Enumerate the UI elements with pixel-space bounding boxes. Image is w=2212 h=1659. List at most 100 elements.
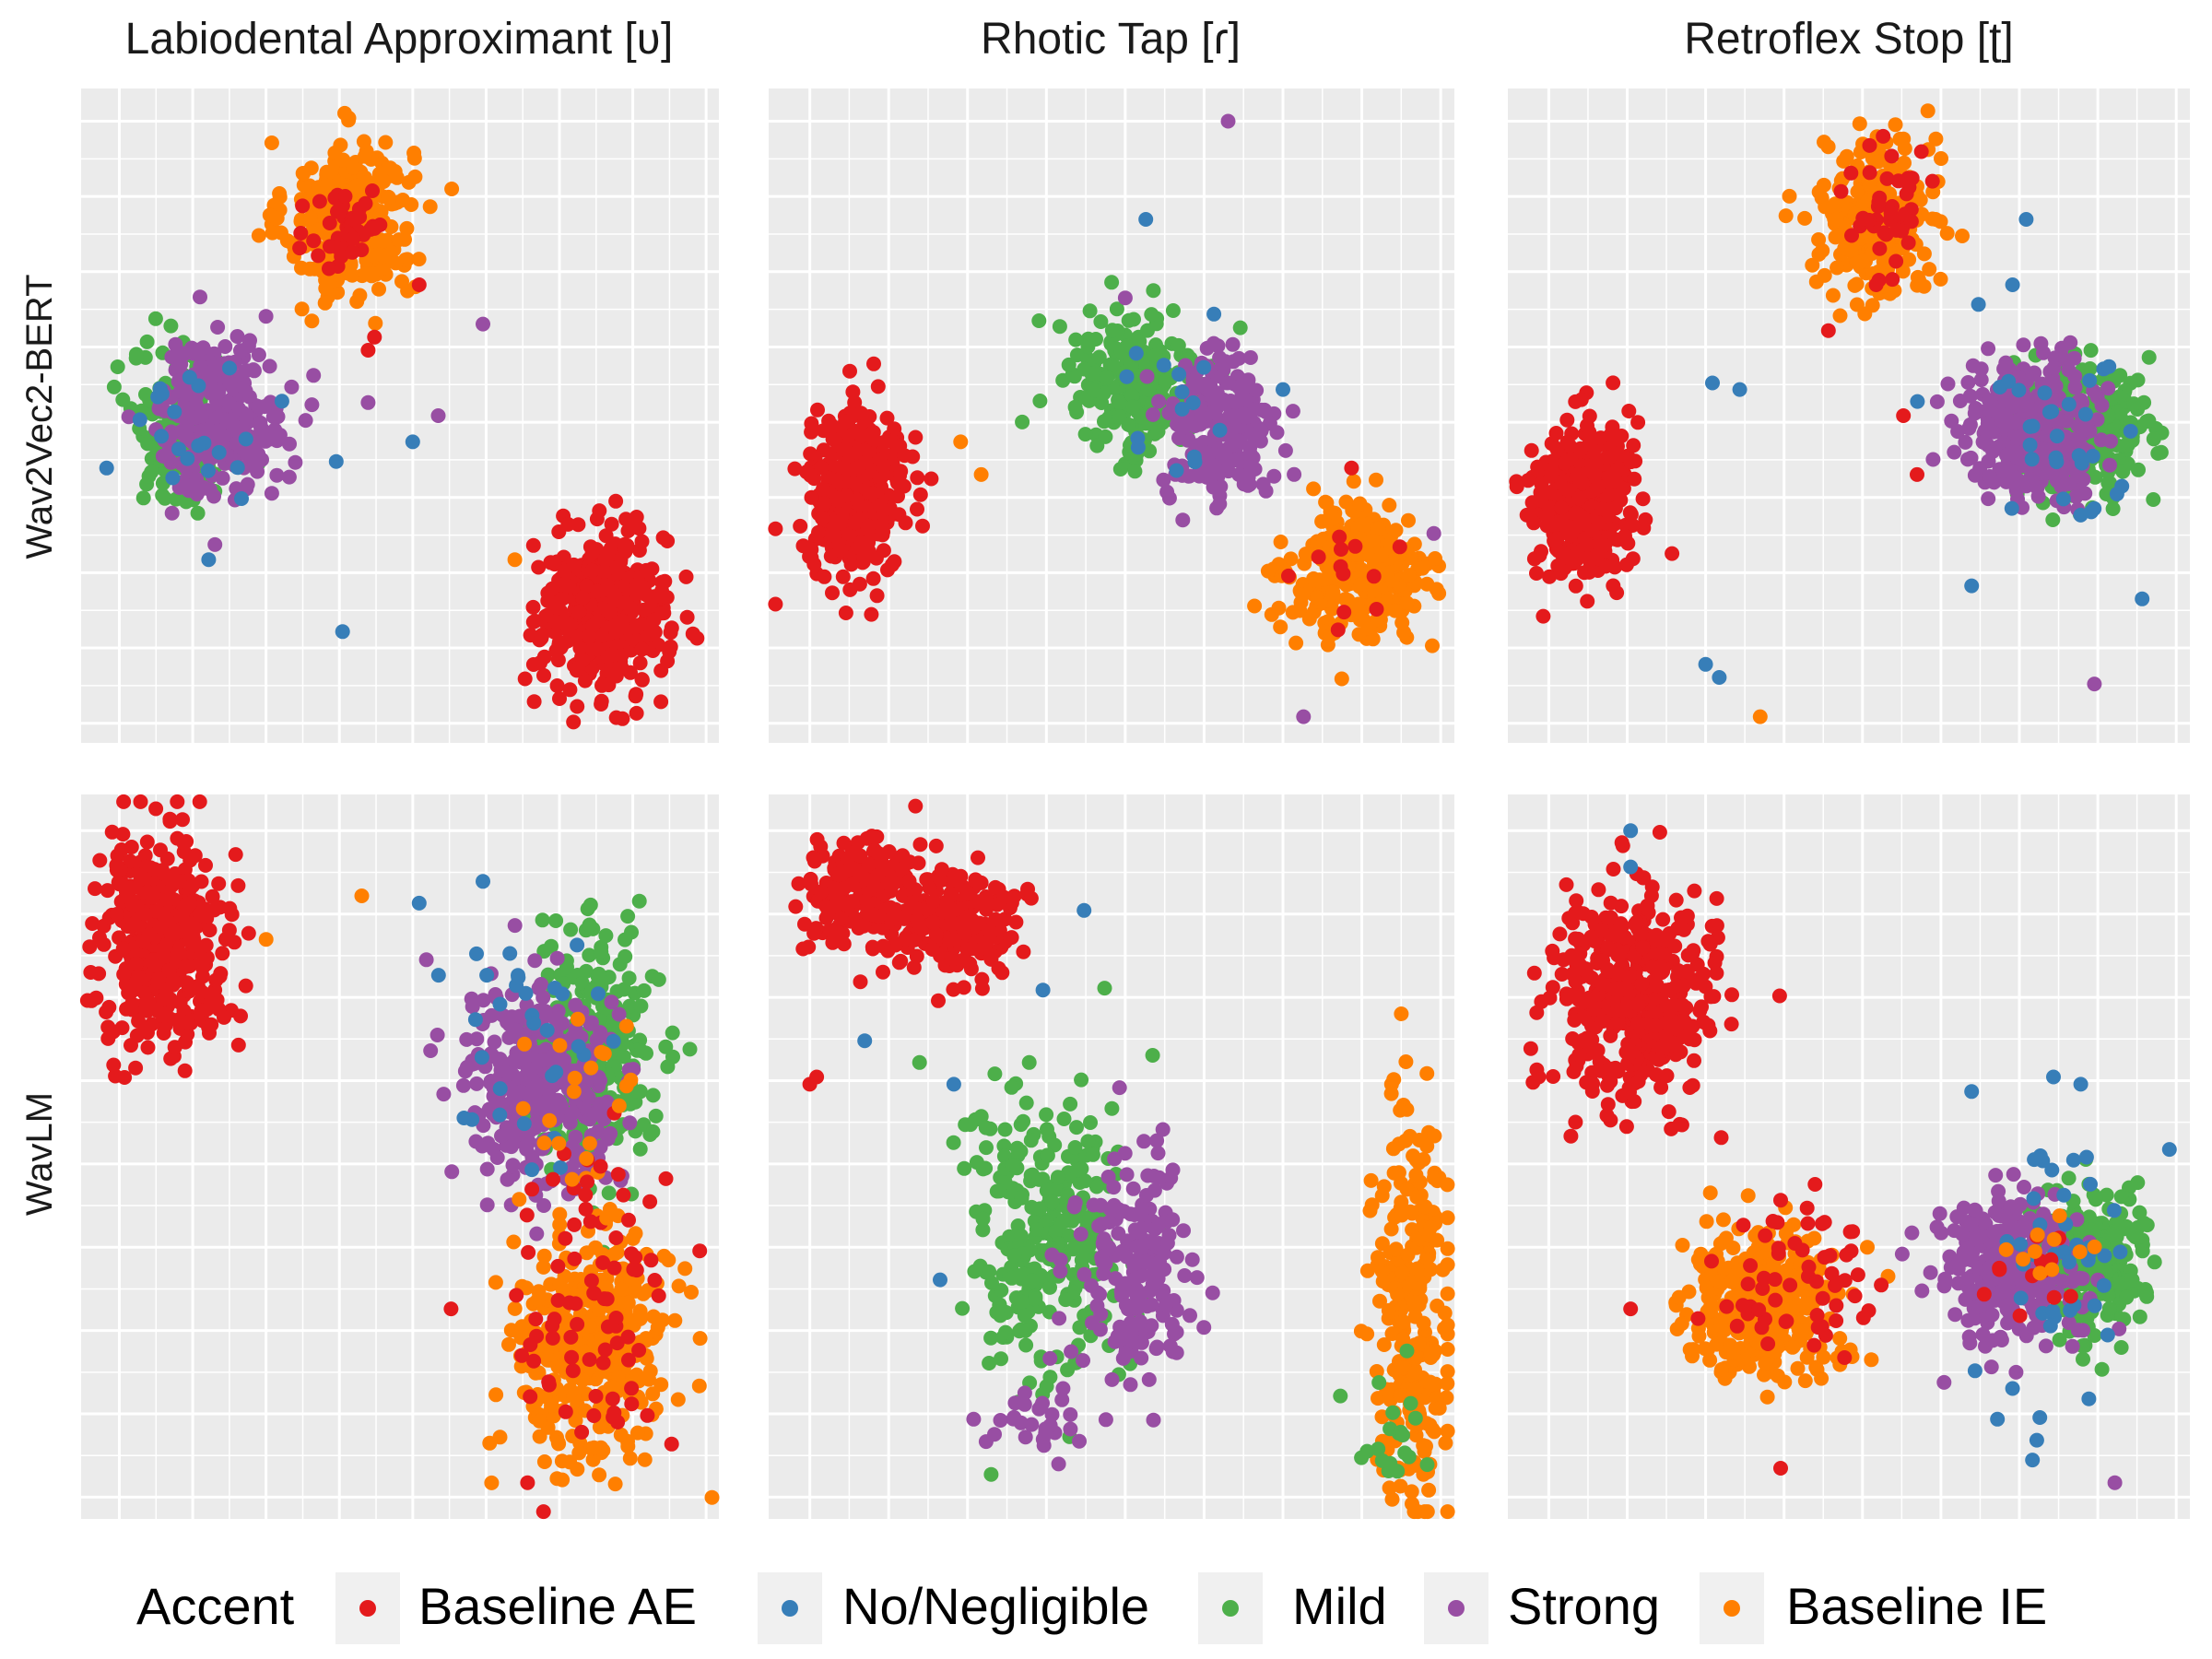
point-baseline-ae	[1563, 452, 1579, 467]
point-baseline-ie	[371, 281, 386, 297]
point-baseline-ae	[79, 993, 95, 1008]
point-no-negligible	[1212, 422, 1228, 438]
point-no-negligible	[545, 1068, 560, 1084]
point-no-negligible	[1705, 375, 1720, 391]
point-baseline-ae	[618, 542, 633, 558]
point-mild	[1171, 337, 1186, 353]
point-baseline-ae	[551, 635, 567, 650]
point-mild	[631, 893, 647, 909]
point-strong	[221, 395, 237, 411]
point-baseline-ae	[1855, 210, 1871, 226]
point-strong	[469, 1076, 485, 1091]
point-mild	[2082, 361, 2098, 376]
point-no-negligible	[99, 460, 114, 476]
point-mild	[1052, 319, 1067, 335]
point-baseline-ae	[1544, 462, 1559, 477]
point-baseline-ae	[869, 588, 885, 604]
point-strong	[423, 1043, 439, 1058]
point-strong	[1925, 452, 1941, 467]
point-baseline-ae	[105, 1024, 121, 1040]
point-mild	[1142, 443, 1158, 459]
point-baseline-ae	[1618, 557, 1634, 572]
point-mild	[1165, 303, 1181, 318]
point-strong	[1156, 472, 1171, 488]
point-mild	[1087, 382, 1102, 398]
point-baseline-ae	[211, 876, 227, 891]
point-no-negligible	[229, 460, 245, 476]
point-baseline-ie	[1901, 252, 1917, 267]
point-baseline-ae	[679, 609, 695, 625]
point-baseline-ae	[1888, 253, 1904, 269]
point-baseline-ae	[861, 535, 877, 550]
panel-wav2vec2-bert-retroflex-stop	[1508, 88, 2190, 743]
point-baseline-ae	[1884, 148, 1900, 164]
point-baseline-ae	[570, 699, 585, 714]
point-no-negligible	[1964, 578, 1980, 594]
point-strong	[593, 1073, 607, 1088]
point-baseline-ae	[322, 216, 337, 230]
point-strong	[151, 401, 167, 417]
point-baseline-ae	[1534, 544, 1548, 559]
point-baseline-ae	[171, 874, 187, 889]
point-baseline-ae	[115, 941, 131, 957]
point-no-negligible	[2037, 385, 2053, 401]
point-baseline-ie	[704, 1489, 720, 1505]
point-strong	[183, 344, 199, 359]
point-baseline-ae	[1591, 478, 1606, 494]
point-baseline-ae	[810, 402, 825, 418]
point-mild	[658, 1039, 674, 1054]
point-baseline-ae	[1609, 585, 1625, 601]
point-baseline-ie	[1805, 257, 1820, 273]
point-baseline-ae	[1520, 473, 1535, 488]
point-baseline-ae	[208, 972, 224, 988]
point-no-negligible	[132, 412, 147, 428]
point-no-negligible	[2041, 405, 2057, 420]
point-baseline-ae	[535, 627, 550, 642]
point-baseline-ae	[1872, 190, 1888, 206]
point-no-negligible	[238, 431, 253, 447]
point-no-negligible	[274, 394, 289, 409]
point-baseline-ae	[582, 629, 596, 644]
point-baseline-ae	[202, 923, 218, 938]
point-baseline-ae	[1903, 214, 1919, 229]
point-baseline-ie	[1247, 598, 1263, 614]
point-baseline-ae	[293, 226, 309, 241]
point-no-negligible	[1174, 384, 1190, 400]
point-baseline-ae	[590, 613, 606, 629]
point-baseline-ae	[1554, 500, 1569, 515]
point-no-negligible	[479, 968, 495, 983]
point-mild	[1061, 357, 1077, 372]
point-baseline-ae	[629, 510, 644, 524]
point-mild	[1109, 301, 1124, 317]
point-baseline-ae	[1580, 537, 1595, 553]
point-mild	[163, 318, 179, 334]
point-baseline-ae	[179, 897, 194, 912]
point-no-negligible	[2055, 491, 2071, 507]
point-baseline-ie	[1816, 177, 1831, 193]
point-baseline-ae	[861, 518, 877, 534]
point-baseline-ie	[1910, 277, 1925, 293]
point-baseline-ie	[318, 280, 334, 296]
point-mild	[2100, 408, 2116, 424]
point-no-negligible	[1712, 670, 1727, 685]
point-baseline-ae	[862, 427, 877, 442]
point-baseline-ae	[330, 204, 345, 219]
point-baseline-ie	[973, 466, 989, 482]
point-strong	[2046, 360, 2062, 376]
point-no-negligible	[591, 986, 606, 1002]
point-baseline-ie	[378, 135, 394, 150]
point-baseline-ae	[663, 639, 678, 654]
point-baseline-ie	[357, 148, 372, 164]
point-mild	[144, 465, 159, 480]
point-no-negligible	[571, 1039, 586, 1054]
point-baseline-ie	[444, 182, 460, 196]
point-strong	[507, 918, 523, 934]
point-baseline-ae	[170, 947, 184, 962]
point-no-negligible	[167, 404, 182, 419]
point-mild	[535, 912, 550, 928]
point-baseline-ae	[1344, 460, 1359, 476]
point-strong	[298, 413, 313, 429]
point-baseline-ie	[395, 193, 410, 207]
point-no-negligible	[201, 552, 217, 568]
point-mild	[106, 379, 122, 394]
